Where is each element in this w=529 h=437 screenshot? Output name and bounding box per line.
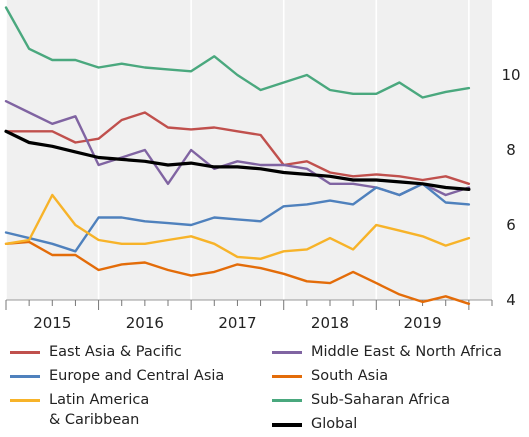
legend-swatch (10, 399, 40, 402)
y-tick-label: 4 (506, 291, 516, 309)
series-line (4, 6, 471, 99)
legend-label: Global (311, 416, 358, 432)
series-line (4, 111, 471, 186)
legend-label: Sub-Saharan Africa (311, 392, 450, 408)
legend-item-east-asia-pacific: East Asia & Pacific (10, 342, 182, 362)
legend-swatch (272, 351, 302, 354)
x-tick-label: 2019 (403, 314, 441, 332)
legend-item-middle-east-north-africa: Middle East & North Africa (272, 342, 502, 362)
legend-label: Middle East & North Africa (311, 344, 502, 360)
x-tick-label: 2015 (33, 314, 71, 332)
legend-swatch (272, 375, 302, 378)
y-tick-label: 6 (506, 216, 516, 234)
legend-swatch (272, 423, 302, 427)
y-tick-label: 8 (506, 141, 516, 159)
legend-swatch (272, 399, 302, 402)
legend-item-latin-america-caribbean: Latin America & Caribbean (10, 390, 149, 430)
legend-swatch (10, 375, 40, 378)
series-line (4, 182, 471, 253)
plot-background (6, 0, 492, 300)
legend-label: South Asia (311, 368, 389, 384)
legend-label: East Asia & Pacific (49, 344, 182, 360)
legend-swatch (10, 351, 40, 354)
legend-item-south-asia: South Asia (272, 366, 388, 386)
series-line (4, 129, 471, 191)
x-tick-label: 2016 (126, 314, 164, 332)
x-tick-label: 2018 (311, 314, 349, 332)
series-line (4, 193, 471, 260)
legend-label: Europe and Central Asia (49, 368, 225, 384)
legend-label: Latin America & Caribbean (49, 392, 150, 428)
line-chart-plot: 2015 2016 2017 2018 2019 4 6 8 10 (4, 0, 521, 332)
legend-item-sub-saharan-africa: Sub-Saharan Africa (272, 390, 450, 410)
y-tick-label: 10 (501, 66, 520, 84)
legend-item-global: Global (272, 414, 357, 434)
x-tick-label: 2017 (218, 314, 256, 332)
series-line (4, 240, 471, 305)
legend-item-europe-central-asia: Europe and Central Asia (10, 366, 224, 386)
chart-legend: East Asia & Pacific Middle East & North … (10, 342, 529, 437)
